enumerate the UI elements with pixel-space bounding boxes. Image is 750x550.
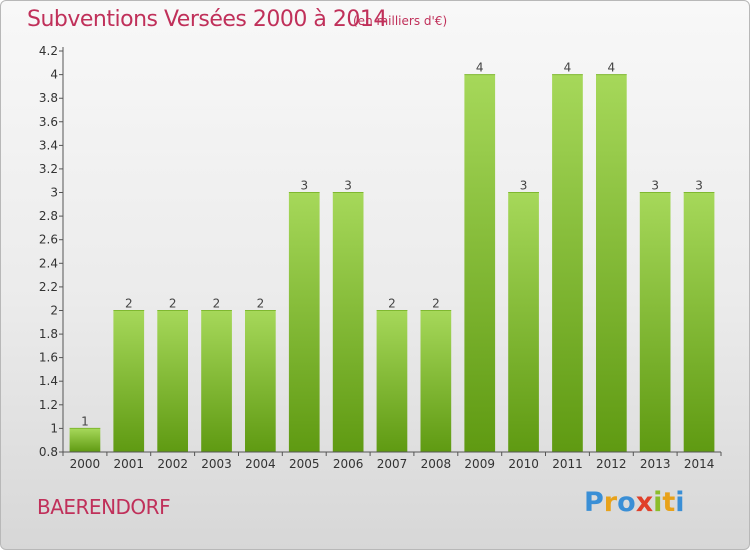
bar-2003: [201, 310, 232, 452]
bar-2006: [332, 192, 364, 452]
x-tick-label-2002: 2002: [157, 457, 188, 471]
x-tick-label-2008: 2008: [421, 457, 452, 471]
data-label-2007: 2: [388, 297, 396, 311]
data-label-2009: 4: [476, 61, 484, 75]
x-tick-label-2013: 2013: [640, 457, 671, 471]
x-tick-label-2010: 2010: [508, 457, 539, 471]
bar-2010: [508, 192, 539, 452]
y-tick-label-1.6: 1.6: [39, 351, 58, 365]
x-tick-label-2006: 2006: [333, 457, 364, 471]
logo-letter: i: [653, 487, 663, 518]
bar-2002: [157, 310, 188, 452]
chart-axes: 2000 2001 2002 2003 2004 2005 2006 2007 2008 2009…: [39, 44, 722, 471]
chart-title: Subventions Versées 2000 à 2014: [27, 7, 387, 32]
y-tick-label-3: 3: [50, 186, 58, 200]
logo-letter: P: [584, 487, 604, 518]
bar-2000: [69, 428, 101, 452]
bar-2007: [376, 310, 408, 452]
logo-letter: t: [662, 487, 676, 518]
data-label-2013: 3: [651, 179, 659, 193]
data-label-2003: 2: [213, 297, 221, 311]
logo-letter: o: [617, 487, 636, 518]
logo-letter: r: [603, 487, 618, 518]
data-label-2010: 3: [520, 179, 528, 193]
y-tick-label-3.8: 3.8: [39, 91, 58, 105]
x-tick-label-2009: 2009: [464, 457, 495, 471]
y-tick-label-4: 4: [50, 68, 58, 82]
y-tick-label-2.8: 2.8: [39, 209, 58, 223]
data-label-2008: 2: [432, 297, 440, 311]
bar-2011: [552, 74, 583, 452]
data-label-2004: 2: [257, 297, 265, 311]
x-tick-label-2011: 2011: [552, 457, 583, 471]
bar-series: 1 2 2 2 2 3 3 2 2 4 3 4 4 3 3: [69, 61, 715, 452]
y-tick-label-1: 1: [50, 421, 58, 435]
y-tick-label-0.8: 0.8: [39, 445, 58, 459]
data-label-2011: 4: [564, 61, 572, 75]
data-label-2012: 4: [607, 61, 615, 75]
x-tick-label-2005: 2005: [289, 457, 320, 471]
bar-2013: [639, 192, 671, 452]
data-label-2000: 1: [81, 414, 89, 428]
commune-name: BAERENDORF: [37, 495, 171, 519]
y-tick-label-3.4: 3.4: [39, 138, 58, 152]
logo-letter: x: [635, 487, 654, 518]
y-tick-label-2.4: 2.4: [39, 256, 58, 270]
x-tick-label-2000: 2000: [70, 457, 101, 471]
data-label-2005: 3: [300, 179, 308, 193]
y-tick-label-3.6: 3.6: [39, 115, 58, 129]
proxiti-logo: Proxiti: [584, 487, 685, 518]
chart-unit-label: (en milliers d'€): [353, 14, 448, 28]
y-tick-label-2.6: 2.6: [39, 233, 58, 247]
y-tick-label-1.8: 1.8: [39, 327, 58, 341]
bar-2004: [245, 310, 276, 452]
bar-2012: [596, 74, 627, 452]
y-tick-label-4.2: 4.2: [39, 44, 58, 58]
y-tick-label-1.2: 1.2: [39, 398, 58, 412]
bar-2014: [683, 192, 715, 452]
data-label-2006: 3: [344, 179, 352, 193]
x-tick-label-2012: 2012: [596, 457, 627, 471]
data-label-2002: 2: [169, 297, 177, 311]
logo-letter: i: [675, 487, 685, 518]
x-tick-label-2004: 2004: [245, 457, 276, 471]
y-tick-label-3.2: 3.2: [39, 162, 58, 176]
y-tick-label-2.2: 2.2: [39, 280, 58, 294]
x-tick-label-2003: 2003: [201, 457, 232, 471]
bar-2008: [420, 310, 452, 452]
bar-2001: [113, 310, 145, 452]
x-tick-label-2001: 2001: [114, 457, 145, 471]
bar-2009: [464, 74, 496, 452]
bar-2005: [288, 192, 320, 452]
x-tick-label-2014: 2014: [684, 457, 715, 471]
data-label-2014: 3: [695, 179, 703, 193]
data-label-2001: 2: [125, 297, 133, 311]
y-tick-label-2: 2: [50, 304, 58, 318]
y-tick-label-1.4: 1.4: [39, 374, 58, 388]
x-tick-label-2007: 2007: [377, 457, 408, 471]
